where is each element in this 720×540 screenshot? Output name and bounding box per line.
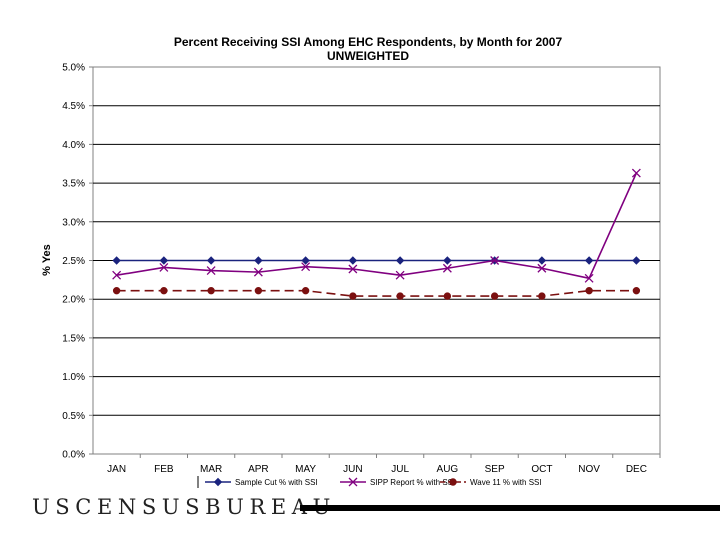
data-point bbox=[159, 263, 169, 272]
x-tick-labels: JAN FEB MAR APR MAY JUN JUL AUG SEP OCT NOV DEC bbox=[107, 464, 647, 475]
y-tick-label: 5.0% bbox=[62, 63, 85, 74]
footer-rule bbox=[300, 505, 720, 511]
x-tick-label: JUL bbox=[391, 464, 409, 475]
series-group bbox=[112, 168, 641, 300]
footer: USCENSUSBUREAU bbox=[32, 492, 720, 522]
legend-label: Sample Cut % with SSI bbox=[235, 478, 318, 487]
y-tick-label: 4.5% bbox=[62, 101, 85, 112]
x-tick-label: NOV bbox=[578, 464, 600, 475]
data-point bbox=[112, 286, 121, 295]
data-point bbox=[206, 266, 216, 276]
data-point bbox=[349, 292, 357, 300]
x-tick-label: DEC bbox=[626, 464, 647, 475]
legend-entry: Sample Cut % with SSI bbox=[205, 477, 318, 487]
data-point bbox=[254, 256, 263, 265]
data-point bbox=[537, 256, 547, 265]
data-point bbox=[112, 256, 121, 265]
data-point bbox=[301, 286, 310, 295]
legend-entry: SIPP Report % with SSI bbox=[340, 477, 455, 487]
data-point bbox=[159, 256, 169, 265]
data-point bbox=[632, 286, 641, 295]
series-line bbox=[116, 172, 638, 280]
x-tick-label: OCT bbox=[531, 464, 552, 475]
data-point bbox=[443, 292, 452, 300]
data-point bbox=[348, 477, 358, 487]
chart-title: Percent Receiving SSI Among EHC Responde… bbox=[174, 35, 563, 49]
data-point bbox=[207, 286, 215, 295]
x-tick-label: MAR bbox=[200, 464, 222, 475]
y-tick-label: 2.0% bbox=[62, 295, 85, 306]
y-tick-label: 1.5% bbox=[62, 333, 85, 344]
data-point bbox=[632, 256, 641, 265]
y-axis-label: % Yes bbox=[41, 244, 53, 276]
legend: Sample Cut % with SSI SIPP Report % with … bbox=[197, 476, 542, 488]
legend-label: SIPP Report % with SSI bbox=[370, 478, 455, 487]
series bbox=[112, 168, 641, 283]
census-bureau-wordmark: USCENSUSBUREAU bbox=[32, 495, 336, 519]
data-point bbox=[348, 256, 358, 265]
data-point bbox=[206, 256, 216, 265]
data-point bbox=[254, 286, 263, 295]
data-point bbox=[395, 270, 405, 280]
y-tick-label: 1.0% bbox=[62, 372, 85, 383]
data-point bbox=[301, 256, 310, 265]
data-point bbox=[160, 286, 168, 295]
legend-label: Wave 11 % with SSI bbox=[470, 478, 542, 487]
data-point bbox=[442, 263, 452, 273]
x-tick-label: AUG bbox=[437, 464, 459, 475]
data-point bbox=[396, 292, 404, 300]
y-tick-labels: 0.0% 0.5% 1.0% 1.5% 2.0% 2.5% 3.0% 3.5% 4.0% 4.5%… bbox=[62, 63, 85, 461]
y-tick-label: 0.0% bbox=[62, 450, 85, 461]
y-tick-label: 4.0% bbox=[62, 140, 85, 151]
data-point bbox=[213, 477, 223, 487]
data-point bbox=[348, 264, 358, 274]
data-point bbox=[585, 286, 593, 295]
series bbox=[112, 286, 641, 300]
chart-subtitle: UNWEIGHTED bbox=[327, 49, 409, 63]
series-line bbox=[116, 289, 637, 297]
y-tick-label: 3.0% bbox=[62, 217, 85, 228]
x-tick-label: APR bbox=[248, 464, 269, 475]
x-tick-label: MAY bbox=[295, 464, 316, 475]
data-point bbox=[584, 273, 594, 283]
data-point bbox=[443, 256, 452, 265]
data-point bbox=[538, 292, 546, 300]
y-tick-label: 0.5% bbox=[62, 411, 85, 422]
x-tick-label: JUN bbox=[343, 464, 362, 475]
data-point bbox=[490, 256, 500, 265]
y-tick-label: 2.5% bbox=[62, 256, 85, 267]
data-point bbox=[301, 262, 311, 272]
line-chart: Percent Receiving SSI Among EHC Responde… bbox=[41, 35, 661, 488]
data-point bbox=[112, 270, 122, 280]
data-point bbox=[584, 256, 594, 265]
x-tick-label: SEP bbox=[485, 464, 505, 475]
data-point bbox=[449, 478, 457, 486]
legend-entry: Wave 11 % with SSI bbox=[440, 478, 542, 487]
data-point bbox=[631, 168, 641, 178]
data-point bbox=[253, 267, 263, 277]
y-tick-label: 3.5% bbox=[62, 179, 85, 190]
data-point bbox=[395, 256, 405, 265]
x-tick-label: JAN bbox=[107, 464, 126, 475]
data-point bbox=[537, 263, 547, 273]
x-tick-label: FEB bbox=[154, 464, 174, 475]
data-point bbox=[490, 292, 499, 300]
